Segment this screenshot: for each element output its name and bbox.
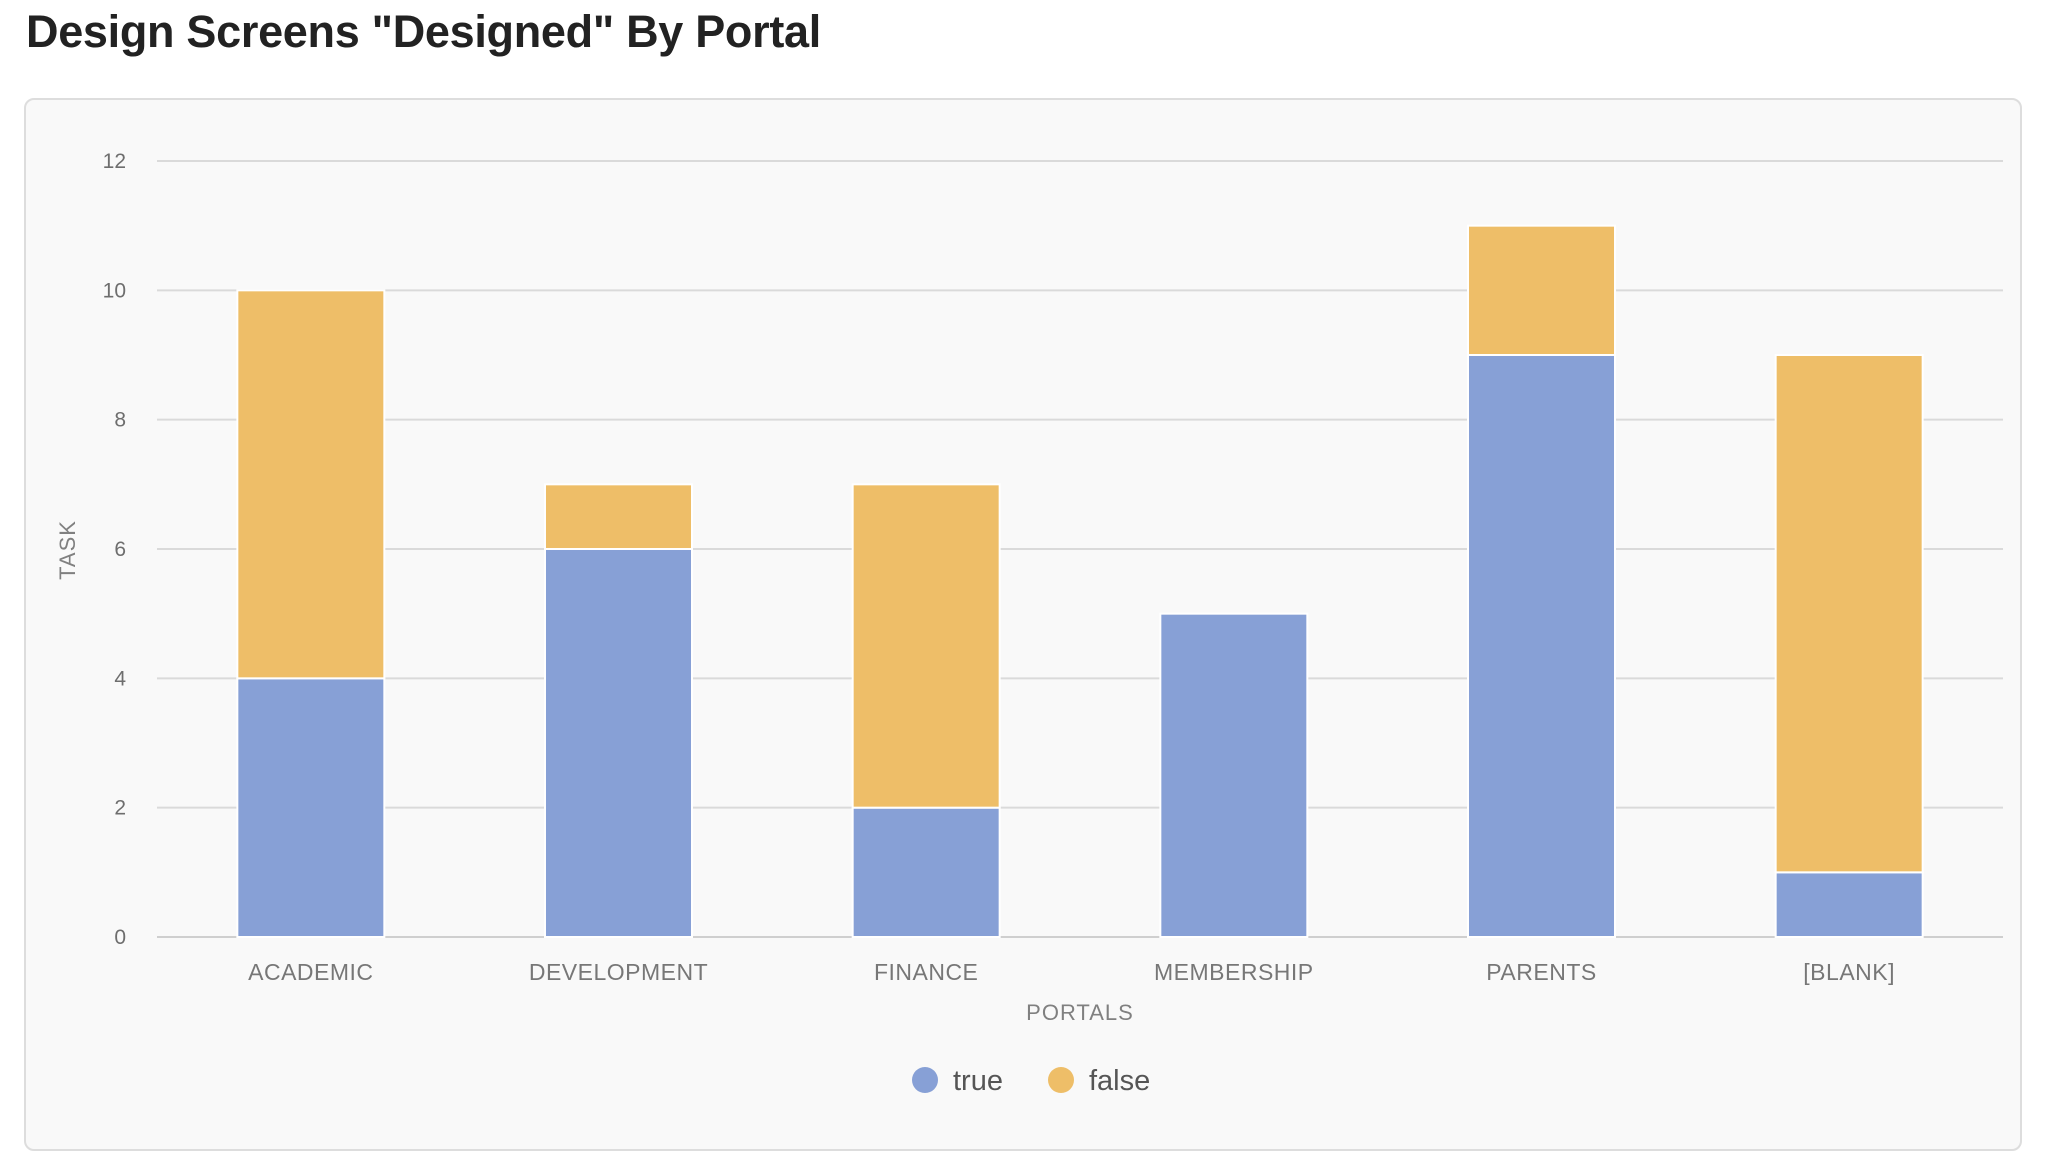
bar-segment-true[interactable]	[1467, 354, 1616, 938]
x-tick-label: [BLANK]	[1803, 959, 1895, 985]
gridlines	[157, 160, 2003, 938]
x-tick-label: ACADEMIC	[248, 959, 373, 985]
legend-label: true	[953, 1065, 1003, 1097]
y-tick-label: 8	[114, 409, 126, 432]
bars	[236, 224, 1924, 939]
bar-segment-true[interactable]	[851, 806, 1001, 939]
y-tick-label: 6	[114, 538, 126, 561]
bar-segment-false[interactable]	[1774, 354, 1924, 874]
bar-segment-false[interactable]	[851, 483, 1001, 809]
y-tick-label: 2	[114, 797, 126, 820]
bar-segment-true[interactable]	[1774, 871, 1924, 938]
x-tick-label: PARENTS	[1486, 959, 1596, 985]
chart-card: 0 2 4 6 8 10 12 ACADEMIC DEVELOPMENT FINANCE MEMB…	[24, 98, 2022, 1151]
y-tick-label: 12	[103, 150, 126, 173]
bar-segment-false[interactable]	[236, 289, 386, 680]
legend-label: false	[1089, 1065, 1150, 1097]
x-axis-title: PORTALS	[1026, 1000, 1134, 1025]
y-tick-label: 0	[114, 926, 126, 949]
stacked-bar-chart: 0 2 4 6 8 10 12 ACADEMIC DEVELOPMENT FINANCE MEMB…	[55, 150, 2003, 1097]
y-tick-label: 4	[114, 667, 126, 690]
bar-segment-false[interactable]	[1467, 224, 1616, 356]
bar-segment-true[interactable]	[544, 548, 693, 938]
bar-segment-false[interactable]	[544, 483, 693, 551]
y-axis-title: TASK	[55, 520, 80, 580]
bar-segment-true[interactable]	[236, 677, 386, 938]
x-tick-label: MEMBERSHIP	[1154, 959, 1314, 985]
legend-item-false[interactable]: false	[1048, 1065, 1150, 1097]
y-tick-label: 10	[103, 279, 126, 302]
legend-item-true[interactable]: true	[912, 1065, 1003, 1097]
bar-segment-true[interactable]	[1159, 612, 1309, 939]
legend-swatch	[1048, 1067, 1074, 1093]
x-tick-label: FINANCE	[874, 959, 978, 985]
x-axis-ticks: ACADEMIC DEVELOPMENT FINANCE MEMBERSHIP PARE…	[248, 959, 1895, 985]
x-tick-label: DEVELOPMENT	[529, 959, 708, 985]
legend-swatch	[912, 1067, 938, 1093]
page-title: Design Screens "Designed" By Portal	[26, 6, 821, 57]
y-axis-ticks: 0 2 4 6 8 10 12	[103, 150, 127, 949]
legend: true false	[912, 1065, 1150, 1097]
